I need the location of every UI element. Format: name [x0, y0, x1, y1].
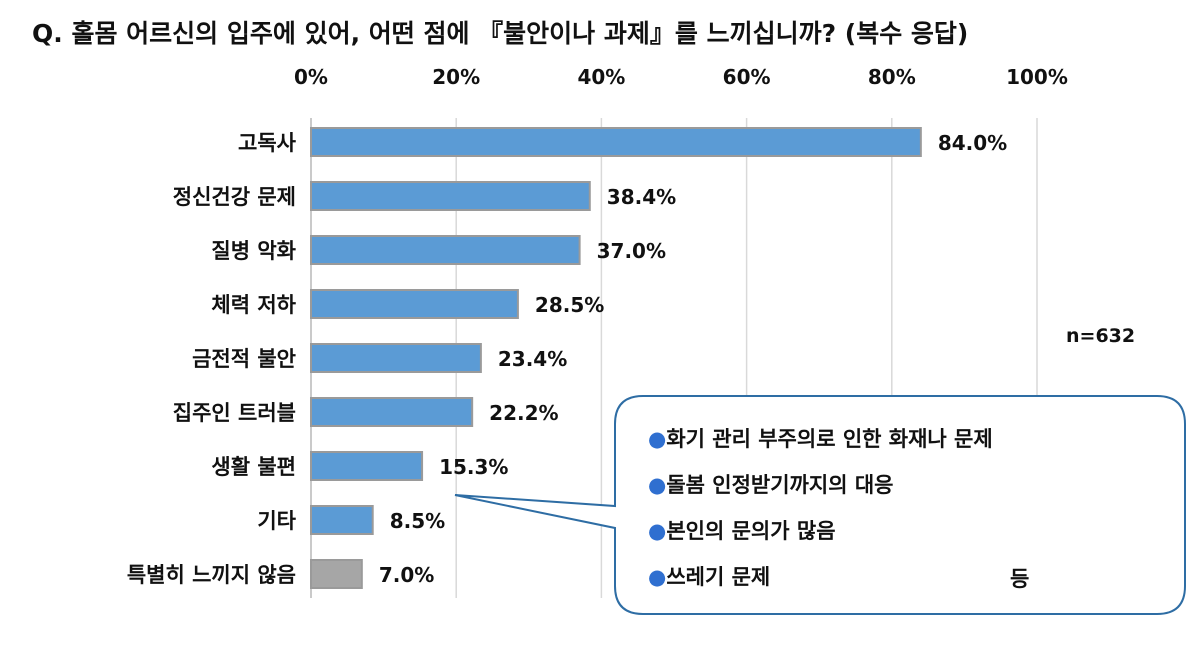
data-label: 15.3%: [439, 455, 508, 479]
callout-item-text: 화기 관리 부주의로 인한 화재나 문제: [666, 427, 993, 451]
bullet-icon: ●: [648, 565, 667, 589]
callout-box: ●화기 관리 부주의로 인한 화재나 문제 ●돌봄 인정받기까지의 대응 ●본인…: [648, 416, 993, 600]
data-label: 23.4%: [498, 347, 567, 371]
x-tick-label: 60%: [723, 65, 771, 89]
category-label: 고독사: [238, 131, 297, 155]
bar: [310, 397, 474, 427]
sample-size-label: n=632: [1066, 325, 1136, 347]
callout-suffix: 등: [1010, 567, 1030, 591]
x-tick-label: 80%: [868, 65, 916, 89]
callout-item: ●화기 관리 부주의로 인한 화재나 문제: [648, 416, 993, 462]
data-label: 7.0%: [379, 563, 434, 587]
callout-item-text: 돌봄 인정받기까지의 대응: [666, 473, 894, 497]
category-label: 정신건강 문제: [173, 185, 296, 209]
x-tick-label: 40%: [577, 65, 625, 89]
data-label: 37.0%: [597, 239, 666, 263]
x-tick-label: 20%: [432, 65, 480, 89]
callout-item: ●본인의 문의가 많음: [648, 508, 993, 554]
bar: [310, 451, 424, 481]
bar: [310, 559, 363, 589]
data-label: 38.4%: [607, 185, 676, 209]
bullet-icon: ●: [648, 519, 667, 543]
callout-item-text: 쓰레기 문제: [666, 565, 771, 589]
bar: [310, 127, 922, 157]
bar: [310, 505, 374, 535]
data-label: 8.5%: [390, 509, 445, 533]
bar: [310, 343, 482, 373]
x-tick-label: 100%: [1006, 65, 1068, 89]
category-label: 집주인 트러블: [173, 401, 296, 425]
callout-item: ●쓰레기 문제: [648, 554, 993, 600]
bar: [310, 235, 581, 265]
category-label: 기타: [257, 509, 296, 533]
data-label: 28.5%: [535, 293, 604, 317]
callout-item: ●돌봄 인정받기까지의 대응: [648, 462, 993, 508]
category-label: 특별히 느끼지 않음: [127, 563, 296, 587]
chart-title: Q. 홀몸 어르신의 입주에 있어, 어떤 점에 『불안이나 과제』를 느끼십니…: [32, 19, 969, 48]
bar: [310, 181, 591, 211]
callout-item-text: 본인의 문의가 많음: [666, 519, 836, 543]
x-tick-label: 0%: [294, 65, 328, 89]
bullet-icon: ●: [648, 427, 667, 451]
category-label: 체력 저하: [211, 293, 296, 317]
category-label: 금전적 불안: [192, 347, 296, 371]
callout-bubble: [454, 395, 1186, 615]
category-label: 질병 악화: [211, 239, 296, 263]
bar: [310, 289, 519, 319]
category-label: 생활 불편: [211, 455, 296, 479]
data-label: 22.2%: [489, 401, 558, 425]
bullet-icon: ●: [648, 473, 667, 497]
data-label: 84.0%: [938, 131, 1007, 155]
